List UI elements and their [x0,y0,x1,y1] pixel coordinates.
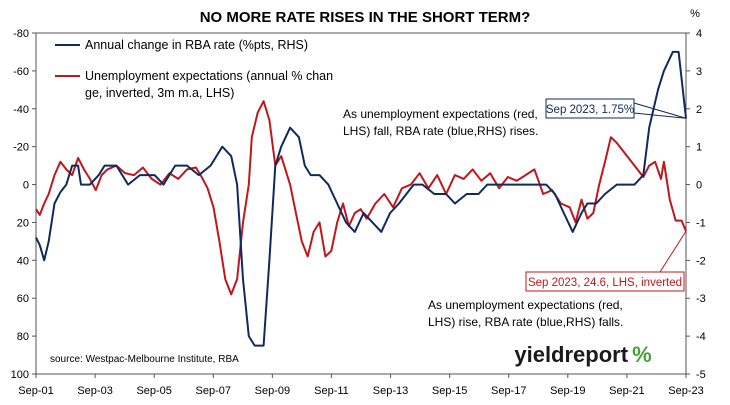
right-axis-unit: % [690,8,700,20]
rba-rate-line [35,50,687,347]
left-tick-label: -20 [13,142,29,154]
annotation-bottom: As unemployment expectations (red, LHS) … [428,298,626,329]
legend-label-unemployment-line: Unemployment expectations (annual % chan [85,69,333,83]
brand-logo: yieldreport% [514,342,651,367]
axes [35,32,687,375]
callout-rba-text: Sep 2023, 1.75% [546,104,634,116]
left-tick-label: -40 [13,104,29,116]
x-tick-label: Sep-07 [196,385,231,397]
right-tick-label: -1 [696,217,706,229]
right-tick-label: -2 [696,255,706,267]
callout-rba-latest: Sep 2023, 1.75% [545,98,687,119]
left-tick-label: -60 [13,66,29,78]
right-tick-label: 0 [696,180,702,192]
callout-unemployment-leader [659,230,687,273]
left-axis-ticks: -80 -60 -40 -20 0 20 40 60 80 100 [11,28,36,381]
x-tick-label: Sep-15 [432,385,467,397]
percent-logo-icon: % [632,342,652,367]
source-note: source: Westpac-Melbourne Institute, RBA [50,354,239,365]
annotation-bottom-line-2: LHS) rise, RBA rate (blue,RHS) falls. [428,315,623,329]
left-tick-label: 0 [23,180,29,192]
annotation-top-line-2: LHS) fall, RBA rate (blue,RHS) rises. [343,124,538,138]
callout-rba-leader-1 [633,102,687,119]
x-tick-label: Sep-13 [373,385,408,397]
left-tick-label: 60 [17,293,29,305]
x-tick-label: Sep-09 [255,385,290,397]
right-tick-label: 4 [696,28,702,40]
left-tick-label: 20 [17,217,29,229]
callout-unemployment-box [525,271,685,292]
annotation-bottom-line-1: As unemployment expectations (red, [428,298,623,312]
right-tick-label: 1 [696,142,702,154]
x-tick-label: Sep-21 [609,385,644,397]
x-tick-label: Sep-23 [668,385,703,397]
annotation-top: As unemployment expectations (red, LHS) … [343,107,541,138]
chart-title: NO MORE RATE RISES IN THE SHORT TERM? [200,9,531,26]
legend-label-rba: Annual change in RBA rate (%pts, RHS) [85,38,308,52]
x-tick-label: Sep-01 [18,385,53,397]
callout-rba-leader-2 [633,112,687,119]
unemployment-expectations-line [35,100,687,296]
brand-word: yieldreport [514,342,628,367]
series-layer [35,50,687,347]
x-tick-label: Sep-11 [314,385,349,397]
legend-label-unemployment: Unemployment expectations (annual % chan… [85,69,333,100]
callout-rba-box [545,98,635,119]
callout-unemployment-text: Sep 2023, 24.6, LHS, inverted [528,277,682,289]
x-tick-label: Sep-03 [77,385,112,397]
right-tick-label: 2 [696,104,702,116]
legend-label-unemployment-line: ge, inverted, 3m m.a, LHS) [85,86,234,100]
x-tick-label: Sep-19 [550,385,585,397]
left-tick-label: -80 [13,28,29,40]
left-tick-label: 80 [17,331,29,343]
right-tick-label: -4 [696,331,706,343]
x-tick-label: Sep-17 [491,385,526,397]
annotation-top-line-1: As unemployment expectations (red, [343,107,538,121]
right-tick-label: -5 [696,369,706,381]
right-tick-label: -3 [696,293,706,305]
legend: Annual change in RBA rate (%pts, RHS) Un… [55,38,333,100]
left-tick-label: 100 [11,369,29,381]
callout-unemployment-latest: Sep 2023, 24.6, LHS, inverted [525,230,687,292]
right-tick-label: 3 [696,66,702,78]
right-axis-ticks: 4 3 2 1 0 -1 -2 -3 -4 -5 [686,28,706,381]
x-tick-label: Sep-05 [136,385,171,397]
left-tick-label: 40 [17,255,29,267]
x-axis-ticks: Sep-01 Sep-03 Sep-05 Sep-07 Sep-09 Sep-11 Sep-… [18,374,704,397]
